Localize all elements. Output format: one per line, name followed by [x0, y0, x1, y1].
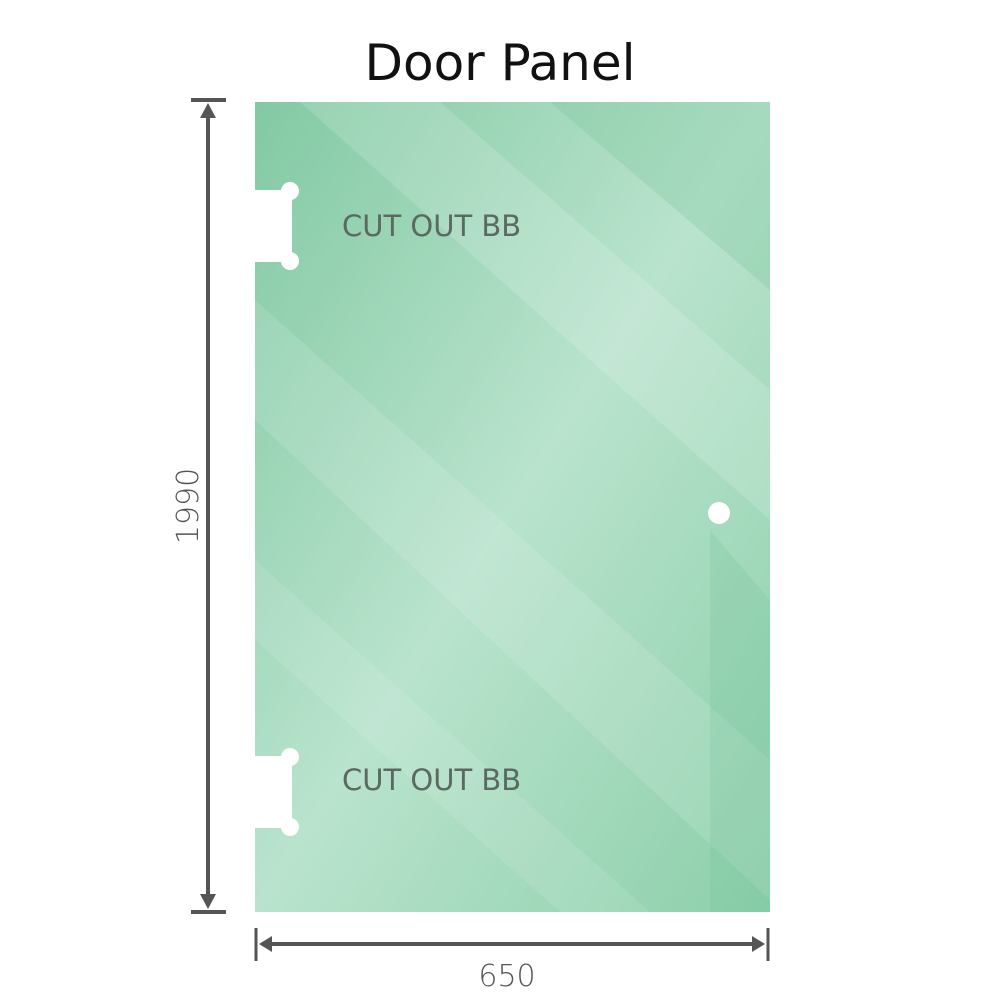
height-dimension-label: 1990 [171, 468, 206, 544]
width-dimension-label: 650 [478, 959, 535, 994]
cutout-label-bottom: CUT OUT BB [342, 763, 521, 797]
cutout-top [250, 182, 299, 270]
width-dimension-line [254, 928, 770, 961]
cutout-label-top: CUT OUT BB [342, 209, 521, 243]
diagram-title: Door Panel [364, 34, 635, 92]
handle-hole [708, 502, 730, 524]
cutout-bottom [250, 748, 299, 836]
height-dimension-line [191, 98, 226, 914]
glass-panel [255, 102, 770, 912]
